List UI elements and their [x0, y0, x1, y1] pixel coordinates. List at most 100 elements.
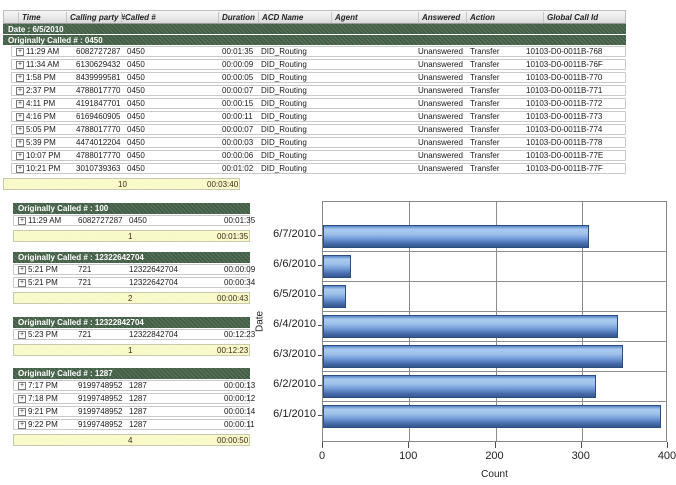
group-summary-row: 2 00:00:43 — [13, 292, 250, 304]
cell: 00:00:05 — [222, 73, 254, 82]
cell: 0450 — [127, 125, 145, 134]
expand-icon[interactable]: + — [18, 266, 26, 274]
cell: 10103-D0-0011B-76F — [526, 60, 603, 69]
expand-icon[interactable]: + — [16, 152, 24, 160]
cell: 10103-D0-0011B-773 — [526, 112, 603, 121]
cell: 00:00:12 — [224, 394, 256, 403]
cell: Transfer — [470, 164, 500, 173]
called-number-group: Originally Called # : 12322642704 +5:21 P… — [13, 252, 255, 304]
bar-6-2-2010 — [323, 374, 596, 398]
cell: Unanswered — [418, 86, 463, 95]
x-tick-mark — [322, 442, 323, 448]
cell: 0450 — [127, 99, 145, 108]
y-tick-mark — [318, 355, 322, 356]
group-header: Originally Called # : 100 — [13, 203, 250, 214]
bar-6-6-2010 — [323, 254, 351, 278]
call-report-table: Time Calling party # Called # Duration ACD N… — [3, 10, 626, 190]
cell: 00:00:14 — [224, 407, 256, 416]
cell: Transfer — [470, 73, 500, 82]
table-row: +1:58 PM 8439999581 0450 00:00:05 DID_Routin… — [11, 72, 626, 83]
cell: 0450 — [127, 138, 145, 147]
expand-icon[interactable]: + — [16, 139, 24, 147]
column-header-duration[interactable]: Duration — [218, 12, 255, 23]
column-header-acd-name[interactable]: ACD Name — [258, 12, 303, 23]
column-header-global-call-id[interactable]: Global Call Id — [543, 12, 598, 23]
cell: 9:22 PM — [28, 420, 58, 429]
cell: 10:07 PM — [26, 151, 61, 160]
cell: 11:29 AM — [28, 216, 62, 225]
cell: 00:00:07 — [222, 86, 254, 95]
cell: 9:21 PM — [28, 407, 58, 416]
table-row: +7:18 PM 9199748952 1287 00:00:12 — [13, 393, 255, 404]
expand-icon[interactable]: + — [18, 217, 26, 225]
summary-count: 4 — [128, 436, 133, 445]
calls-per-date-bar-chart: Date 6/7/2010 6/6/2010 6/5/2010 6/4/2010 6/3… — [253, 196, 676, 485]
cell: Transfer — [470, 99, 500, 108]
column-header-time[interactable]: Time — [18, 12, 41, 23]
column-header-called-[interactable]: Called # — [121, 12, 156, 23]
summary-total-duration: 00:01:35 — [217, 232, 249, 241]
expand-icon[interactable]: + — [18, 421, 26, 429]
cell: 0450 — [127, 112, 145, 121]
gridline-horizontal — [323, 311, 666, 312]
column-header-action[interactable]: Action — [466, 12, 495, 23]
y-tick-mark — [318, 295, 322, 296]
y-tick-label: 6/7/2010 — [273, 228, 316, 240]
cell: 00:00:11 — [222, 112, 253, 121]
expand-icon[interactable]: + — [16, 74, 24, 82]
table-row: +10:07 PM 4788017770 0450 00:00:06 DID_Routi… — [11, 150, 626, 161]
cell: 00:12:23 — [224, 330, 256, 339]
x-tick-label: 0 — [318, 450, 326, 462]
expand-icon[interactable]: + — [16, 48, 24, 56]
table-row: +7:17 PM 9199748952 1287 00:00:13 — [13, 380, 255, 391]
expand-icon[interactable]: + — [16, 113, 24, 121]
summary-count: 2 — [128, 294, 133, 303]
cell: 5:21 PM — [28, 265, 58, 274]
expand-icon[interactable]: + — [16, 126, 24, 134]
cell: 11:29 AM — [26, 47, 60, 56]
table-row: +10:21 PM 3010739363 0450 00:01:02 DID_Routi… — [11, 163, 626, 174]
cell: 4:11 PM — [26, 99, 56, 108]
cell: 9199748952 — [78, 407, 123, 416]
expand-icon[interactable]: + — [16, 61, 24, 69]
cell: 00:00:13 — [224, 381, 256, 390]
bar-6-3-2010 — [323, 344, 623, 368]
cell: 00:00:11 — [224, 420, 255, 429]
cell: 6130629432 — [76, 60, 121, 69]
summary-total-duration: 00:03:40 — [207, 180, 239, 189]
table-row: +5:23 PM 721 12322842704 00:12:23 — [13, 329, 255, 340]
cell: 00:01:35 — [222, 47, 254, 56]
column-header-answered[interactable]: Answered — [418, 12, 460, 23]
summary-count: 1 — [128, 346, 133, 355]
cell: DID_Routing — [261, 86, 307, 95]
cell: 5:23 PM — [28, 330, 58, 339]
table-row: +9:22 PM 9199748952 1287 00:00:11 — [13, 419, 255, 430]
cell: 0450 — [127, 73, 145, 82]
column-header-agent[interactable]: Agent — [331, 12, 358, 23]
table-row: +11:29 AM 6082727287 0450 00:01:35 DID_Routi… — [11, 46, 626, 57]
y-tick-label: 6/4/2010 — [273, 318, 316, 330]
cell: Transfer — [470, 125, 500, 134]
cell: Unanswered — [418, 112, 463, 121]
column-header-expand[interactable] — [4, 12, 7, 23]
table-row: +4:16 PM 6169460905 0450 00:00:11 DID_Routin… — [11, 111, 626, 122]
expand-icon[interactable]: + — [18, 408, 26, 416]
column-header-calling-party-[interactable]: Calling party # — [66, 12, 125, 23]
table-row: +11:29 AM 6082727287 0450 00:01:35 — [13, 215, 255, 226]
expand-icon[interactable]: + — [18, 279, 26, 287]
cell: 10103-D0-0011B-77F — [526, 164, 603, 173]
cell: 10103-D0-0011B-772 — [526, 99, 603, 108]
cell: 5:05 PM — [26, 125, 56, 134]
expand-icon[interactable]: + — [16, 100, 24, 108]
expand-icon[interactable]: + — [18, 395, 26, 403]
cell: DID_Routing — [261, 99, 307, 108]
expand-icon[interactable]: + — [16, 87, 24, 95]
cell: Unanswered — [418, 164, 463, 173]
x-tick-mark — [580, 442, 582, 448]
expand-icon[interactable]: + — [18, 331, 26, 339]
expand-icon[interactable]: + — [18, 382, 26, 390]
cell: DID_Routing — [261, 112, 307, 121]
expand-icon[interactable]: + — [16, 165, 24, 173]
table-row: +5:21 PM 721 12322642704 00:00:34 — [13, 277, 255, 288]
gridline-horizontal — [323, 401, 666, 402]
